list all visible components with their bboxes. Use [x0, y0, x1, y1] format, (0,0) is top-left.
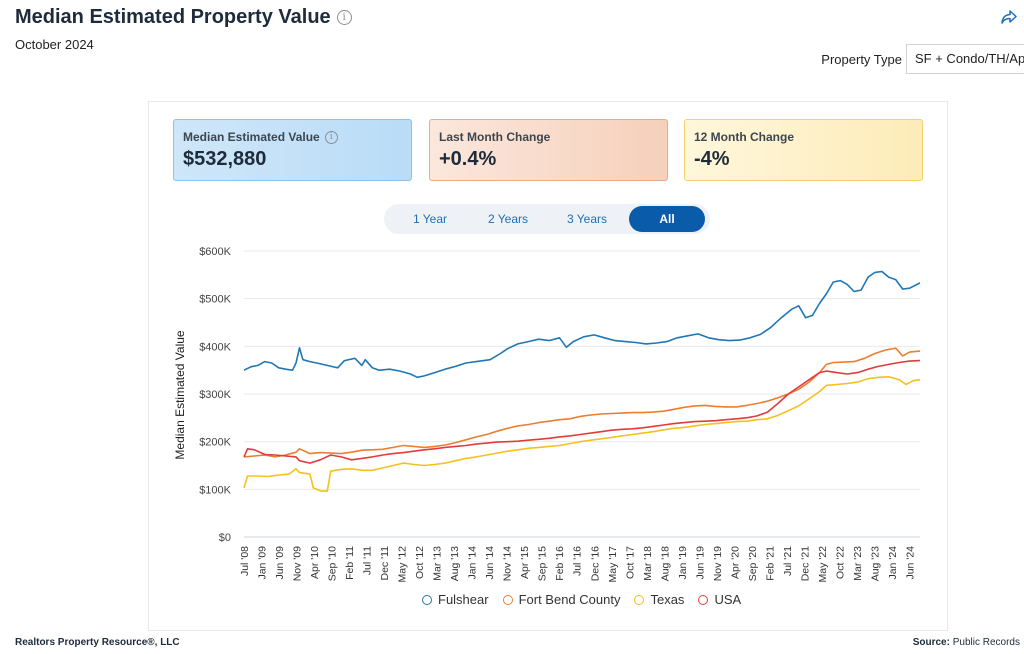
median-value: $532,880 [183, 148, 267, 170]
twelve-month-change-label: 12 Month Change [694, 130, 795, 144]
x-tick-label: Apr '15 [519, 546, 531, 579]
y-tick-label: $500K [199, 294, 231, 306]
x-tick-label: Mar '18 [642, 546, 654, 581]
series-lines [243, 270, 921, 493]
share-icon[interactable] [1000, 8, 1018, 26]
legend-item-usa[interactable]: USA [698, 592, 741, 607]
y-tick-label: $300K [199, 389, 231, 401]
twelve-month-change-value: -4% [694, 148, 730, 170]
x-tick-label: Sep '15 [537, 546, 549, 581]
twelve-month-change-card: 12 Month Change -4% [684, 119, 923, 181]
legend-marker-fulshear [422, 594, 432, 605]
footer-source-label: Source: [912, 637, 950, 648]
series-line-texas[interactable] [243, 375, 921, 493]
x-tick-label: Aug '18 [659, 546, 671, 581]
x-tick-label: Mar '23 [852, 546, 864, 581]
x-tick-label: Sep '20 [747, 546, 759, 581]
median-value-card: Median Estimated Value i $532,880 [173, 119, 412, 181]
legend-label-texas: Texas [650, 592, 685, 607]
x-tick-label: Oct '22 [834, 546, 846, 579]
y-tick-label: $600K [199, 246, 231, 258]
x-tick-label: Aug '23 [869, 546, 881, 581]
x-tick-label: Jun '24 [904, 546, 916, 580]
page-subtitle: October 2024 [15, 37, 94, 52]
x-tick-label: Apr '20 [729, 546, 741, 579]
x-tick-label: May '17 [607, 546, 619, 583]
x-tick-label: Oct '12 [414, 546, 426, 579]
last-month-change-label: Last Month Change [439, 130, 551, 144]
page-title: Median Estimated Property Value i [15, 6, 352, 29]
x-tick-label: Feb '21 [764, 546, 776, 581]
x-tick-label: Jul '21 [782, 546, 794, 576]
chart-panel [148, 101, 948, 631]
page-title-text: Median Estimated Property Value [15, 6, 331, 28]
info-icon[interactable]: i [336, 10, 352, 25]
x-tick-label: Jul '16 [572, 546, 584, 576]
x-tick-label: Dec '16 [589, 546, 601, 581]
x-tick-label: Feb '16 [554, 546, 566, 581]
x-tick-label: Nov '14 [502, 546, 514, 581]
x-tick-label: Jun '09 [274, 546, 286, 580]
x-tick-label: Oct '17 [624, 546, 636, 579]
x-tick-label: Jan '19 [677, 546, 689, 580]
footer-source: Source: Public Records [913, 637, 1020, 648]
x-tick-label: Jan '09 [257, 546, 269, 580]
last-month-change-card: Last Month Change +0.4% [429, 119, 668, 181]
last-month-change-value: +0.4% [439, 148, 497, 170]
card-label: Median Estimated Value i [183, 130, 338, 144]
tab-1-year[interactable]: 1 Year [412, 212, 448, 226]
legend-marker-texas [634, 594, 645, 605]
footer-source-value: Public Records [952, 637, 1020, 648]
x-tick-label: Feb '11 [344, 546, 356, 580]
legend-marker-fort-bend-county [502, 594, 513, 605]
x-axis-ticks: Jul '08 Jan '09 Jun '09 Nov '09 Apr '10 Sep '… [239, 546, 916, 583]
x-tick-label: Jul '08 [239, 546, 251, 576]
grid-lines [244, 250, 920, 538]
legend-item-fort-bend-county[interactable]: Fort Bend County [502, 592, 621, 607]
x-tick-label: Dec '11 [379, 546, 391, 581]
series-line-fort-bend-county[interactable] [243, 347, 921, 458]
y-axis-label: Median Estimated Value [173, 330, 187, 460]
x-tick-label: Dec '21 [799, 546, 811, 581]
legend-marker-usa [698, 594, 709, 605]
legend-item-texas[interactable]: Texas [634, 592, 684, 607]
legend-item-fulshear[interactable]: Fulshear [422, 592, 489, 607]
x-tick-label: Jan '24 [887, 546, 899, 580]
y-tick-label: $100K [199, 484, 231, 496]
y-tick-label: $0 [219, 532, 231, 544]
x-tick-label: Jul '11 [362, 546, 374, 575]
x-tick-label: Jun '14 [484, 546, 496, 580]
x-tick-label: Nov '19 [712, 546, 724, 581]
property-type-label: Property Type [821, 51, 902, 67]
legend-label-fulshear: Fulshear [438, 592, 489, 607]
x-tick-label: Sep '10 [327, 546, 339, 581]
x-tick-label: Apr '10 [309, 546, 321, 579]
series-line-usa[interactable] [243, 359, 921, 464]
time-range-tabs: 1 Year 2 Years 3 Years All [384, 204, 710, 234]
x-tick-label: Nov '09 [292, 546, 304, 581]
property-type-select[interactable]: SF + Condo/TH/Apt [906, 44, 1024, 74]
footer-company: Realtors Property Resource®, LLC [15, 637, 180, 648]
x-tick-label: Jun '19 [694, 546, 706, 580]
tab-all[interactable]: All [629, 206, 705, 232]
chart-legend: Fulshear Fort Bend County Texas USA [422, 592, 755, 607]
info-icon[interactable]: i [324, 130, 338, 144]
legend-label-usa: USA [714, 592, 742, 607]
x-tick-label: May '22 [817, 546, 829, 583]
x-tick-label: Aug '13 [449, 546, 461, 581]
x-tick-label: Jan '14 [467, 546, 479, 580]
y-tick-label: $400K [199, 341, 231, 353]
x-tick-label: Mar '13 [432, 546, 444, 581]
tab-3-years[interactable]: 3 Years [566, 212, 608, 226]
y-axis-ticks: $0 $100K $200K $300K $400K $500K $600K [199, 246, 231, 544]
series-line-fulshear[interactable] [243, 270, 921, 379]
property-type-control: Property Type SF + Condo/TH/Apt [821, 44, 1024, 74]
median-value-label: Median Estimated Value [183, 130, 320, 144]
tab-2-years[interactable]: 2 Years [487, 212, 529, 226]
x-tick-label: May '12 [397, 546, 409, 583]
legend-label-fort-bend-county: Fort Bend County [518, 592, 621, 607]
y-tick-label: $200K [199, 437, 231, 449]
